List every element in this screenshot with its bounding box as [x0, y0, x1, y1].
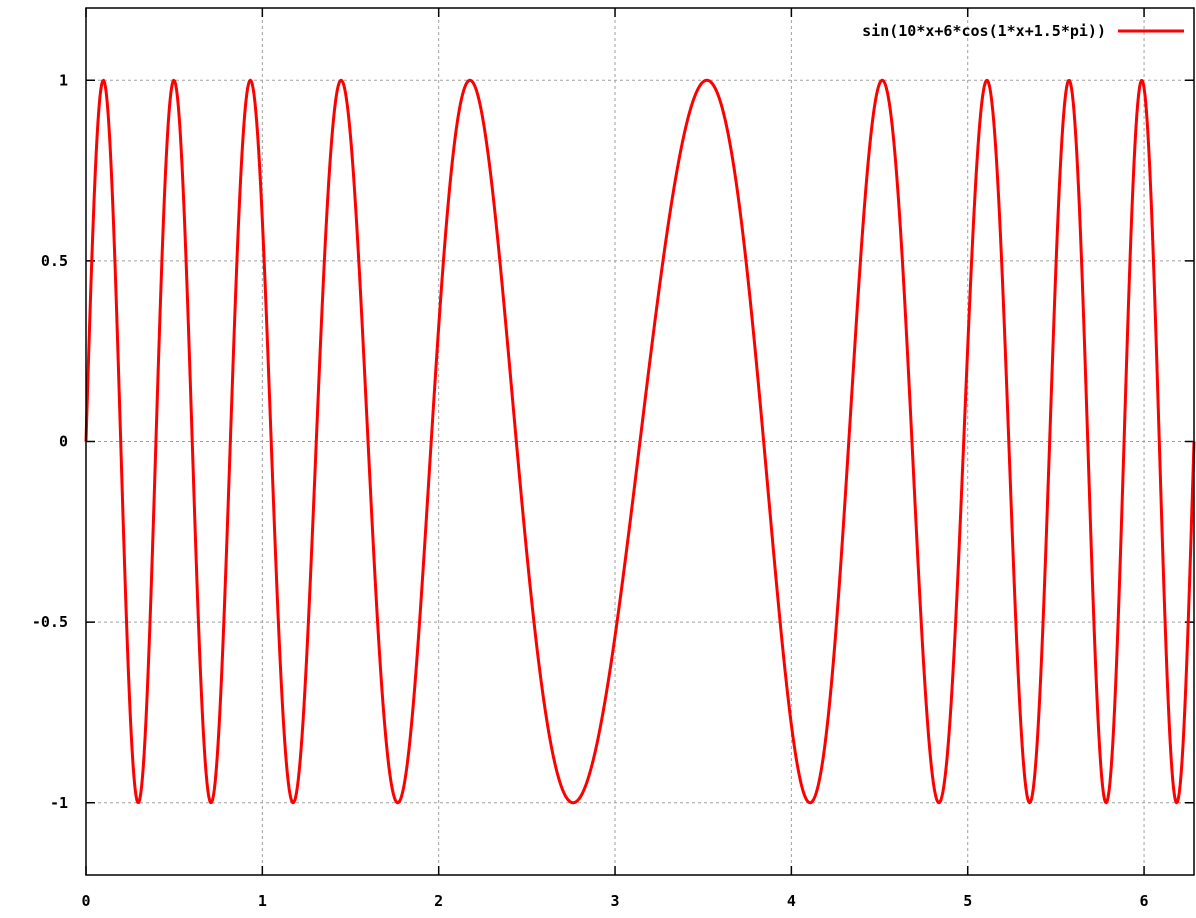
y-tick-label: -0.5 [32, 613, 68, 631]
x-tick-label: 6 [1140, 892, 1149, 910]
x-tick-label: 4 [787, 892, 796, 910]
series-layer [84, 78, 1196, 805]
x-tick-label: 1 [258, 892, 267, 910]
y-tick-label: 0.5 [41, 252, 68, 270]
x-tick-label: 0 [81, 892, 90, 910]
x-tick-label: 5 [963, 892, 972, 910]
y-tick-label: 1 [59, 71, 68, 89]
legend-label: sin(10*x+6*cos(1*x+1.5*pi)) [862, 22, 1106, 40]
x-tick-label: 2 [434, 892, 443, 910]
tick-labels: 0 1 2 3 4 5 6 1 0.5 0 -0.5 -1 [32, 71, 1149, 910]
plot-frame [85, 7, 1195, 876]
axis-ticks [85, 8, 1194, 875]
x-tick-label: 3 [611, 892, 620, 910]
legend: sin(10*x+6*cos(1*x+1.5*pi)) [862, 22, 1184, 40]
series-line [84, 78, 1196, 805]
y-tick-label: 0 [59, 433, 68, 451]
y-tick-label: -1 [50, 794, 68, 812]
